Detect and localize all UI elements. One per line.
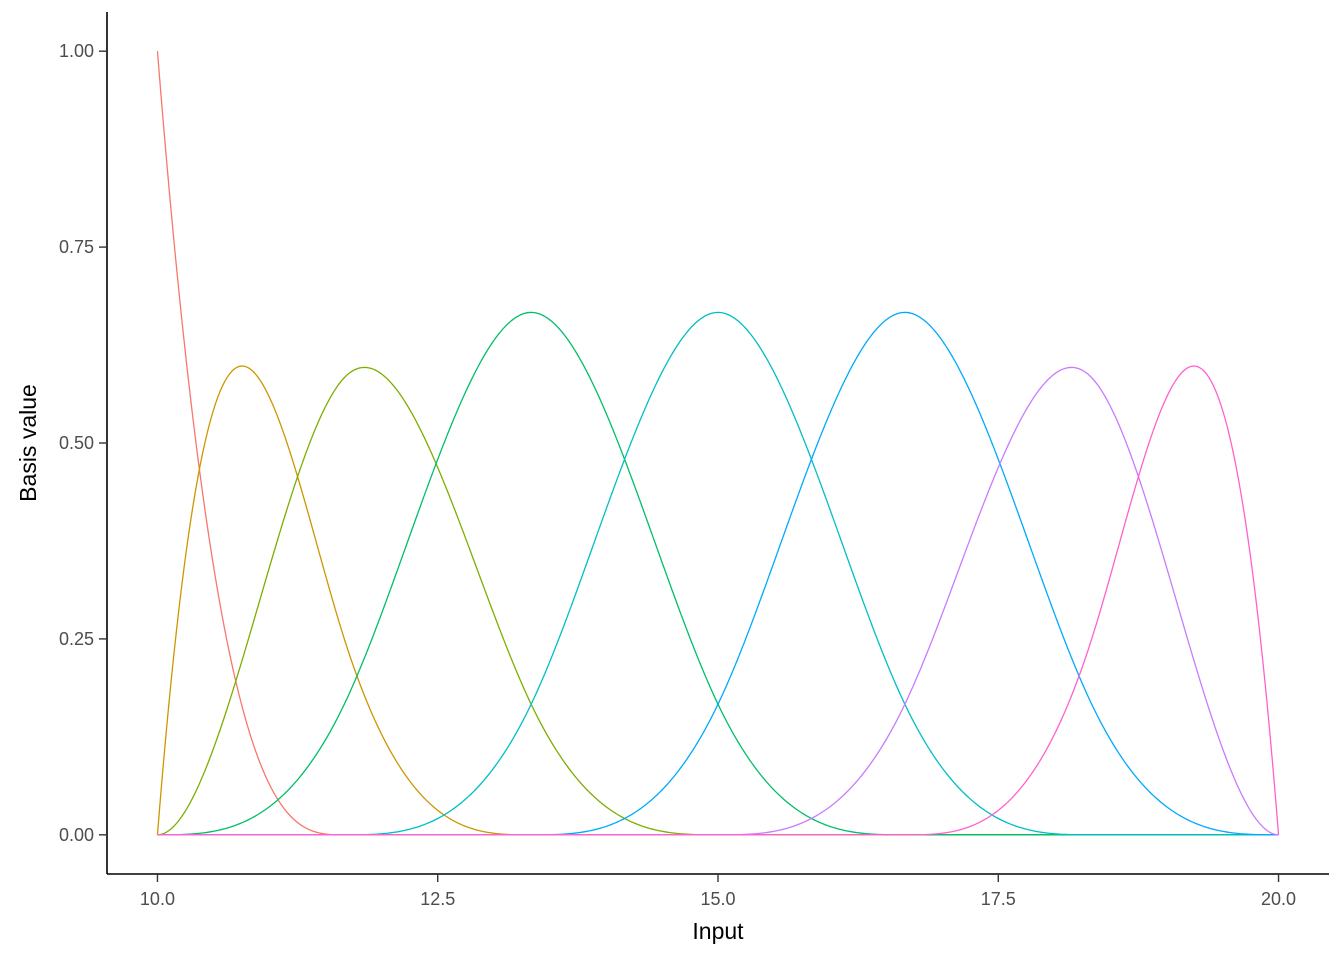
y-axis-title: Basis value bbox=[15, 384, 41, 502]
x-tick-label: 17.5 bbox=[981, 889, 1016, 909]
x-axis-title: Input bbox=[692, 918, 744, 944]
x-tick-label: 12.5 bbox=[420, 889, 455, 909]
y-tick-label: 1.00 bbox=[59, 41, 94, 61]
basis-series-3 bbox=[157, 366, 1279, 836]
y-ticks: 0.00 0.25 0.50 0.75 1.00 bbox=[59, 41, 107, 845]
y-tick-label: 0.50 bbox=[59, 433, 94, 453]
x-tick-label: 20.0 bbox=[1261, 889, 1296, 909]
y-tick-label: 0.75 bbox=[59, 237, 94, 257]
basis-series-8 bbox=[157, 365, 1280, 836]
basis-series-7 bbox=[157, 366, 1279, 836]
series-layer bbox=[156, 51, 1280, 836]
x-tick-label: 10.0 bbox=[140, 889, 175, 909]
y-tick-label: 0.00 bbox=[59, 825, 94, 845]
x-ticks: 10.0 12.5 15.0 17.5 20.0 bbox=[140, 874, 1296, 909]
basis-series-2 bbox=[156, 365, 1279, 836]
basis-series-1 bbox=[156, 51, 1279, 836]
x-tick-label: 15.0 bbox=[700, 889, 735, 909]
y-tick-label: 0.25 bbox=[59, 629, 94, 649]
